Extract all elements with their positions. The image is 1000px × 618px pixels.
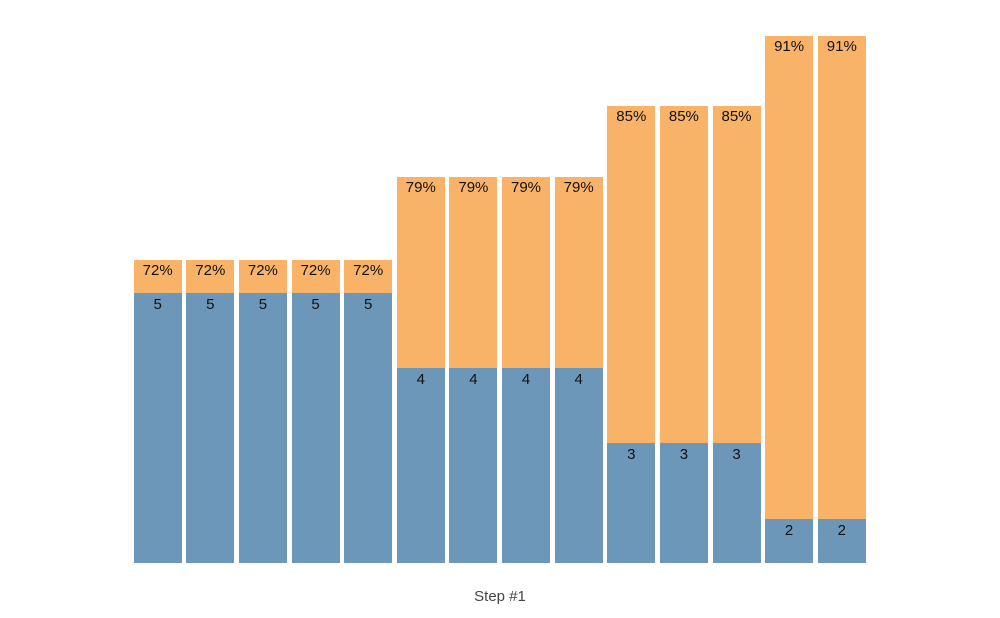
bar-bottom-segment: 4	[502, 368, 550, 563]
bar-value-label: 4	[521, 371, 531, 388]
bar-percent-label: 72%	[195, 262, 226, 279]
stacked-bar: 79% 4	[554, 177, 603, 563]
bar-bottom-segment: 4	[396, 368, 445, 563]
bar-bottom-segment: 3	[607, 443, 656, 563]
bar-top-segment: 85%	[659, 106, 708, 443]
bar-value-label: 5	[206, 296, 215, 313]
bar-top-segment: 72%	[238, 260, 287, 293]
bar-percent-label: 85%	[721, 108, 752, 125]
bar-top-segment: 91%	[765, 36, 814, 519]
bar-value-label: 5	[311, 296, 320, 313]
bar-bottom-segment: 2	[817, 519, 866, 563]
bar-value-label: 3	[627, 446, 636, 463]
bar-value-label: 3	[732, 446, 741, 463]
bar-top-segment: 91%	[817, 36, 866, 519]
stacked-bar: 79% 4	[396, 177, 445, 563]
stacked-bar: 79% 4	[502, 177, 550, 563]
bar-bottom-segment: 2	[765, 519, 814, 563]
bar-value-label: 3	[679, 446, 689, 463]
bar-value-label: 5	[258, 296, 268, 313]
bar-percent-label: 72%	[247, 262, 278, 279]
bar-percent-label: 79%	[563, 179, 594, 196]
stacked-bar: 91% 2	[817, 36, 866, 563]
bar-percent-label: 79%	[510, 179, 542, 196]
bar-percent-label: 79%	[405, 179, 436, 196]
bar-percent-label: 79%	[458, 179, 489, 196]
bar-bottom-segment: 5	[133, 293, 182, 563]
bar-bottom-segment: 5	[186, 293, 235, 563]
bar-value-label: 2	[784, 522, 794, 539]
bar-percent-label: 91%	[826, 38, 857, 55]
bar-bottom-segment: 4	[554, 368, 603, 563]
bar-top-segment: 72%	[186, 260, 235, 293]
stacked-bar: 85% 3	[659, 106, 708, 563]
bar-top-segment: 85%	[607, 106, 656, 443]
stacked-bar: 72% 5	[344, 260, 393, 563]
bar-percent-label: 85%	[668, 108, 699, 125]
bar-top-segment: 72%	[133, 260, 182, 293]
x-axis-label: Step #1	[474, 588, 526, 605]
bar-bottom-segment: 4	[449, 368, 498, 563]
stacked-bar: 72% 5	[238, 260, 287, 563]
stacked-bar: 85% 3	[607, 106, 656, 563]
bar-value-label: 4	[574, 371, 583, 388]
bar-bottom-segment: 3	[712, 443, 761, 563]
bar-percent-label: 85%	[616, 108, 647, 125]
bar-value-label: 4	[469, 371, 478, 388]
bar-value-label: 5	[364, 296, 373, 313]
stacked-bar: 79% 4	[449, 177, 498, 563]
bar-value-label: 4	[416, 371, 425, 388]
bar-top-segment: 72%	[291, 260, 340, 293]
bar-top-segment: 79%	[396, 177, 445, 368]
stacked-bar: 91% 2	[765, 36, 814, 563]
bar-top-segment: 79%	[554, 177, 603, 368]
bar-percent-label: 72%	[353, 262, 384, 279]
bar-top-segment: 79%	[449, 177, 498, 368]
stacked-bar: 72% 5	[133, 260, 182, 563]
bar-percent-label: 72%	[300, 262, 331, 279]
stacked-bar: 85% 3	[712, 106, 761, 563]
bar-value-label: 5	[153, 296, 162, 313]
bar-bottom-segment: 3	[659, 443, 708, 563]
stacked-bar: 72% 5	[291, 260, 340, 563]
bar-bottom-segment: 5	[344, 293, 393, 563]
bar-percent-label: 91%	[774, 38, 805, 55]
bar-value-label: 2	[837, 522, 846, 539]
bar-bottom-segment: 5	[291, 293, 340, 563]
stacked-bar: 72% 5	[186, 260, 235, 563]
bar-top-segment: 79%	[502, 177, 550, 368]
bar-top-segment: 85%	[712, 106, 761, 443]
bar-top-segment: 72%	[344, 260, 393, 293]
bar-percent-label: 72%	[142, 262, 173, 279]
bar-bottom-segment: 5	[238, 293, 287, 563]
